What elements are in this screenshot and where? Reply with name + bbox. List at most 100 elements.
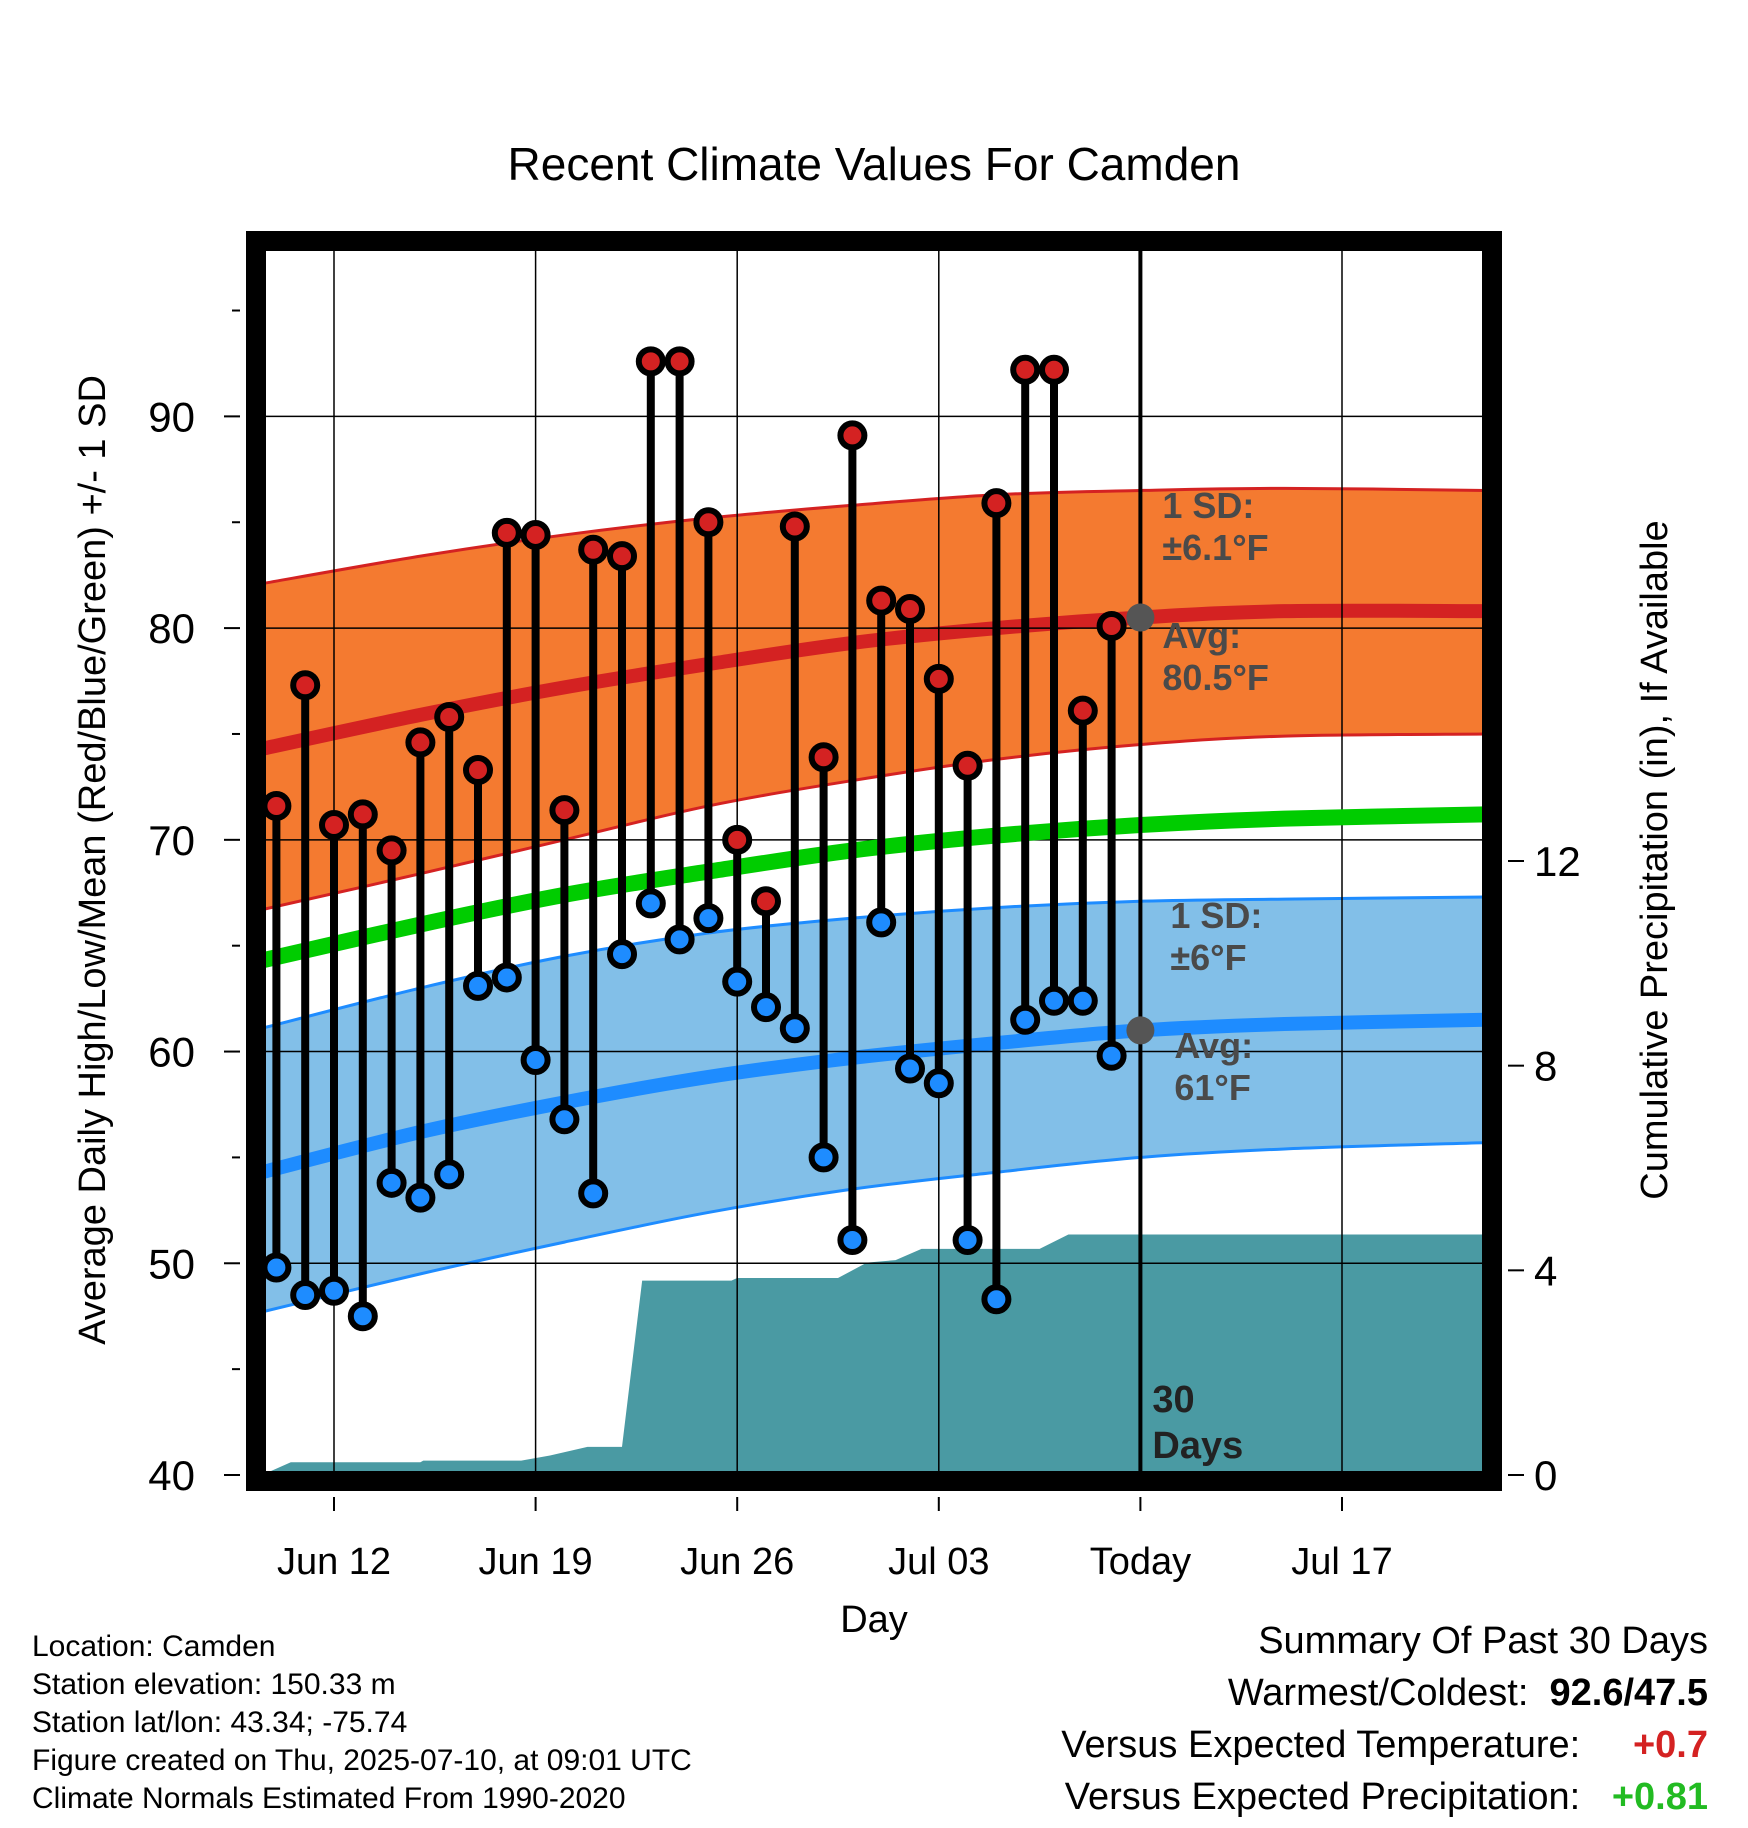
daily-low-point xyxy=(434,1159,465,1190)
today-days-label: 30 xyxy=(1152,1379,1194,1421)
daily-high-point xyxy=(923,663,954,694)
precip-label: Versus Expected Precipitation: xyxy=(1064,1776,1581,1818)
daily-low-point xyxy=(837,1224,868,1255)
precip-value: +0.81 xyxy=(1611,1776,1708,1818)
x-axis-label: Day xyxy=(840,1599,908,1641)
daily-low-point xyxy=(491,962,522,993)
daily-high-point xyxy=(722,824,753,855)
warm-cold-label: Warmest/Coldest: xyxy=(1227,1672,1529,1714)
daily-low-point xyxy=(808,1142,839,1173)
y-tick-label: 40 xyxy=(148,1452,195,1499)
high-sd-label-line: ±6.1°F xyxy=(1162,527,1268,568)
daily-low-point xyxy=(261,1252,292,1283)
daily-high-point xyxy=(463,754,493,785)
daily-high-point xyxy=(520,519,551,550)
high-avg-label-line: Avg: xyxy=(1162,615,1241,656)
daily-high-point xyxy=(1010,354,1041,385)
daily-high-point xyxy=(866,585,897,616)
daily-high-point xyxy=(693,507,724,538)
daily-high-point xyxy=(347,799,378,830)
daily-low-point xyxy=(347,1301,378,1332)
daily-high-point xyxy=(549,795,580,826)
daily-low-point xyxy=(866,907,897,938)
daily-low-point xyxy=(290,1280,321,1311)
daily-high-point xyxy=(1039,354,1069,385)
low-sd-label-line: ±6°F xyxy=(1170,937,1246,978)
daily-high-point xyxy=(607,541,637,572)
low-sd-label-line: 1 SD: xyxy=(1170,895,1262,936)
daily-high-point xyxy=(290,670,321,701)
daily-high-point xyxy=(751,886,781,917)
temp-value: +0.7 xyxy=(1632,1724,1708,1766)
info-location: Location: Camden xyxy=(32,1630,276,1663)
y2-tick-label: 12 xyxy=(1534,838,1581,885)
daily-low-point xyxy=(923,1068,954,1099)
info-created: Figure created on Thu, 2025-07-10, at 09… xyxy=(32,1744,692,1777)
daily-high-point xyxy=(261,790,292,821)
info-elevation: Station elevation: 150.33 m xyxy=(32,1668,396,1701)
x-tick-label: Today xyxy=(1090,1541,1191,1583)
daily-high-point xyxy=(1096,610,1127,641)
daily-high-point xyxy=(319,810,349,841)
daily-high-point xyxy=(808,742,839,773)
low-avg-label-line: 61°F xyxy=(1174,1067,1250,1108)
precip-fill xyxy=(262,1234,1486,1475)
y-tick-label: 90 xyxy=(148,393,195,440)
info-normals: Climate Normals Estimated From 1990-2020 xyxy=(32,1782,626,1815)
temp-label: Versus Expected Temperature: xyxy=(1061,1724,1581,1766)
x-tick-label: Jul 03 xyxy=(888,1541,989,1583)
daily-low-point xyxy=(779,1013,810,1044)
summary-warm-cold: Warmest/Coldest: 92.6/47.5 xyxy=(1228,1672,1708,1715)
daily-high-point xyxy=(837,420,868,451)
daily-low-point xyxy=(1010,1004,1041,1035)
daily-high-point xyxy=(952,750,983,781)
plot-frame xyxy=(246,231,1502,1491)
high-avg-marker xyxy=(1126,603,1155,632)
daily-range-stems xyxy=(272,247,1143,1475)
precipitation-area xyxy=(262,1234,1486,1475)
y-tick-label: 80 xyxy=(148,605,195,652)
daily-high-point xyxy=(405,727,436,758)
daily-low-point xyxy=(520,1045,551,1076)
daily-high-point xyxy=(376,835,407,866)
daily-high-point xyxy=(434,702,465,733)
daily-low-point xyxy=(1067,985,1098,1016)
x-tick-label: Jun 26 xyxy=(680,1541,794,1583)
y2-axis-label: Cumulative Precipitation (in), If Availa… xyxy=(1634,520,1676,1199)
daily-high-point xyxy=(491,517,522,548)
daily-low-point xyxy=(405,1182,436,1213)
daily-low-point xyxy=(1039,985,1069,1016)
summary-heading: Summary Of Past 30 Days xyxy=(1258,1620,1708,1662)
daily-low-point xyxy=(693,903,724,934)
low-avg-label-line: Avg: xyxy=(1174,1025,1253,1066)
daily-high-point xyxy=(981,488,1012,519)
high-avg-label-line: 80.5°F xyxy=(1162,657,1268,698)
y-axis-label: Average Daily High/Low/Mean (Red/Blue/Gr… xyxy=(72,375,114,1345)
daily-high-point xyxy=(1067,695,1098,726)
daily-dots xyxy=(261,346,1127,1332)
high-sd-label-line: 1 SD: xyxy=(1162,485,1254,526)
daily-low-point xyxy=(549,1104,580,1135)
daily-low-point xyxy=(578,1178,609,1209)
low-avg-marker xyxy=(1126,1016,1155,1045)
y2-tick-label: 4 xyxy=(1534,1247,1557,1294)
daily-high-point xyxy=(779,511,810,542)
daily-low-point xyxy=(319,1275,349,1306)
today-days-label: Days xyxy=(1152,1425,1243,1467)
info-latlon: Station lat/lon: 43.34; -75.74 xyxy=(32,1706,408,1739)
daily-low-point xyxy=(981,1284,1012,1315)
daily-low-point xyxy=(952,1224,983,1255)
axes: 40 50 60 70 80 90 0 4 8 12 Jun 12 Jun 19 Jun 26 Jul 0… xyxy=(148,309,1581,1583)
daily-low-point xyxy=(722,966,753,997)
chart-title: Recent Climate Values For Camden xyxy=(508,138,1241,190)
daily-high-point xyxy=(664,346,695,377)
daily-high-point xyxy=(635,346,666,377)
daily-low-point xyxy=(463,970,493,1001)
daily-low-point xyxy=(635,888,666,919)
y-tick-label: 60 xyxy=(148,1029,195,1076)
daily-low-point xyxy=(664,924,695,955)
daily-low-point xyxy=(751,992,781,1023)
x-tick-label: Jul 17 xyxy=(1291,1541,1392,1583)
